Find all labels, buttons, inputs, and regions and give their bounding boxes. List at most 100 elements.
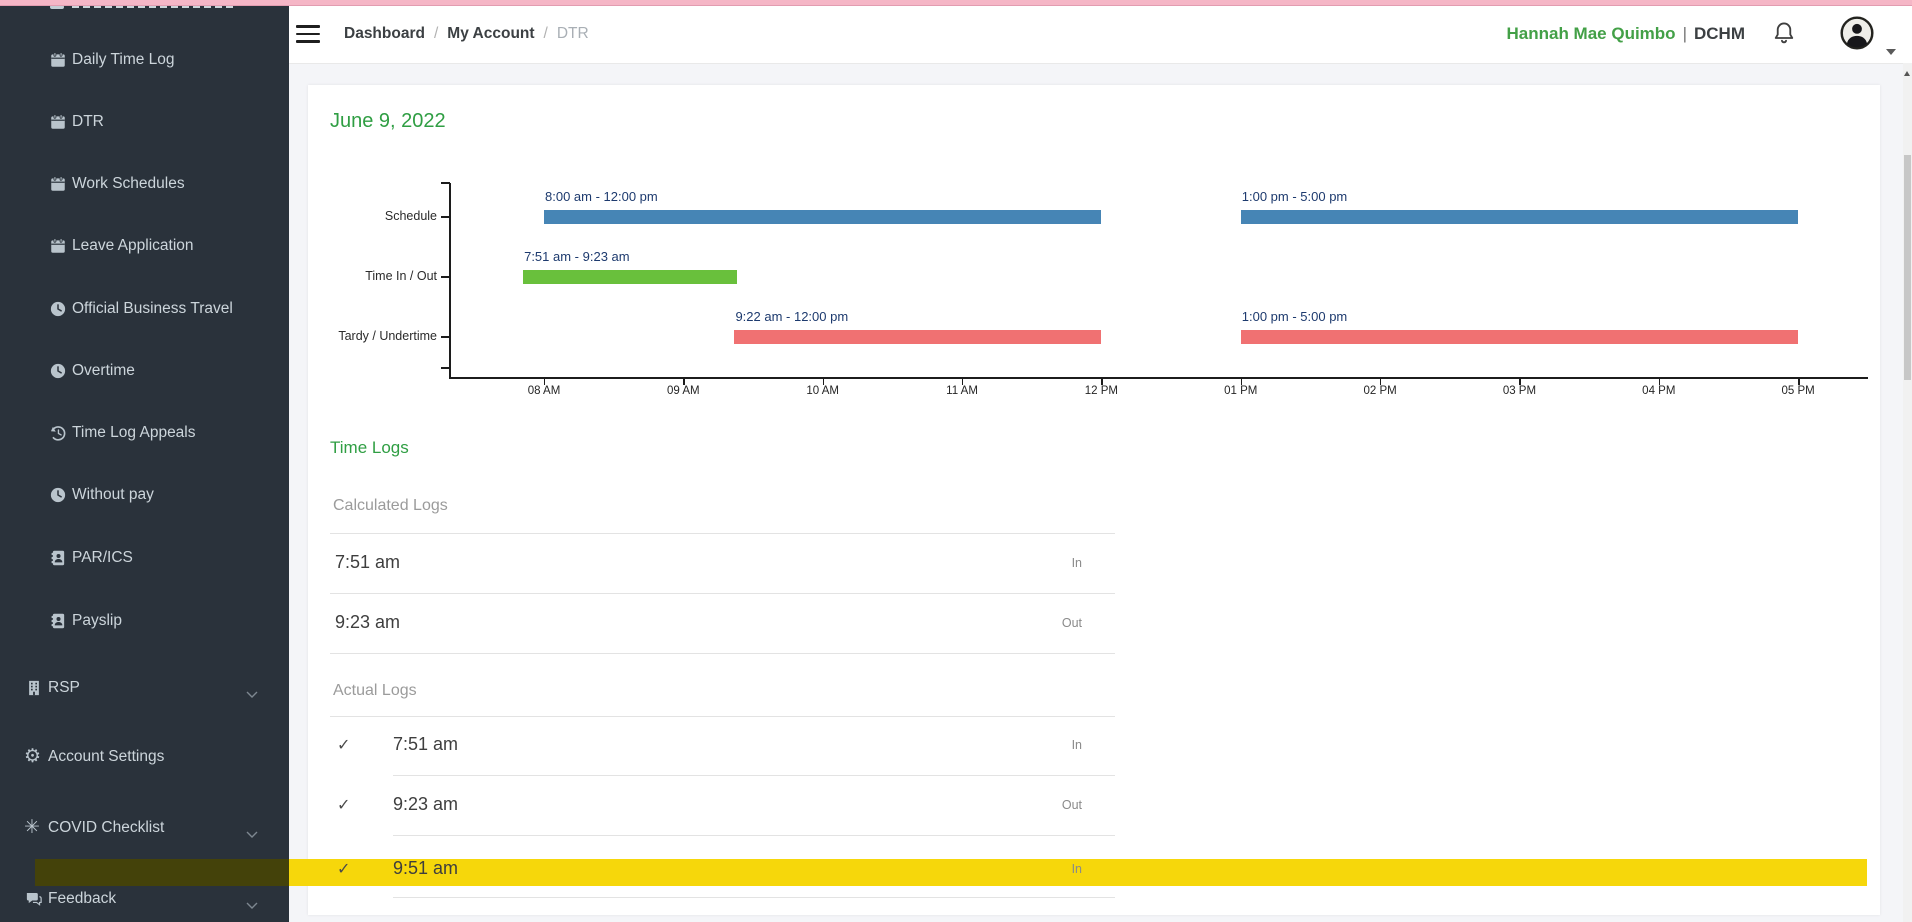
divider	[330, 533, 1115, 534]
axis-tick	[1240, 379, 1243, 385]
divider	[330, 593, 1115, 594]
sidebar-item-label: Daily Time Log	[72, 51, 175, 68]
breadcrumb-dashboard[interactable]: Dashboard	[344, 25, 425, 42]
actual-log-direction: In	[1071, 862, 1082, 876]
clock-icon	[49, 362, 67, 380]
breadcrumb: Dashboard / My Account / DTR	[344, 23, 589, 45]
sidebar-item-label: PAR/ICS	[72, 549, 133, 566]
sidebar-item-daily-time-log[interactable]: Daily Time Log	[0, 45, 289, 75]
actual-logs-header: Actual Logs	[333, 682, 417, 699]
highlight-annotation	[35, 859, 289, 886]
sidebar-item-work-schedules[interactable]: Work Schedules	[0, 169, 289, 199]
clock-icon	[49, 486, 67, 504]
gantt-bar[interactable]	[734, 330, 1102, 344]
axis-tick-label: 12 PM	[1084, 385, 1119, 397]
calendar-icon	[49, 113, 67, 131]
sidebar-item-feedback[interactable]: Feedback	[0, 884, 289, 914]
sidebar-item-payslip[interactable]: Payslip	[0, 606, 289, 636]
chart-row-label-tardy: Tardy / Undertime	[338, 329, 437, 343]
dtr-card: June 9, 2022 Schedule Time In / Out Tard…	[308, 85, 1880, 915]
sidebar-item-without-pay[interactable]: Without pay	[0, 480, 289, 510]
gantt-bar[interactable]	[544, 210, 1102, 224]
axis-tick	[1380, 379, 1382, 385]
sidebar-item-overtime[interactable]: Overtime	[0, 356, 289, 386]
breadcrumb-separator: /	[433, 25, 439, 42]
clipped-menu-item	[72, 5, 234, 8]
sidebar-item-label: DTR	[72, 113, 104, 130]
idcard-icon	[49, 612, 67, 630]
chart-y-axis	[449, 183, 451, 377]
sidebar-item-covid-checklist[interactable]: ✳ COVID Checklist	[0, 813, 289, 843]
sidebar-item-label: Account Settings	[48, 748, 165, 765]
gantt-bar[interactable]	[1240, 210, 1799, 224]
sidebar-item-label: Time Log Appeals	[72, 424, 196, 441]
sidebar-item-par-ics[interactable]: PAR/ICS	[0, 543, 289, 573]
chart-row-label-timeinout: Time In / Out	[365, 269, 437, 283]
virus-icon: ✳	[24, 817, 40, 838]
sidebar-item-dtr[interactable]: DTR	[0, 107, 289, 137]
axis-tick	[441, 276, 450, 278]
calendar-icon	[49, 175, 67, 193]
calculated-log-direction: Out	[1061, 616, 1082, 630]
breadcrumb-dtr: DTR	[556, 25, 589, 42]
check-icon: ✓	[337, 861, 351, 878]
sidebar-item-time-log-appeals[interactable]: Time Log Appeals	[0, 418, 289, 448]
axis-tick-label: 03 PM	[1502, 385, 1537, 397]
axis-tick	[822, 379, 825, 385]
sidebar-item-account-settings[interactable]: ⚙ Account Settings	[0, 742, 289, 772]
divider	[393, 775, 1115, 776]
actual-log-time: 9:51 am	[393, 858, 459, 878]
user-name-separator: |	[1682, 24, 1687, 43]
calendar-icon	[49, 51, 67, 69]
time-logs-title: Time Logs	[330, 438, 409, 457]
actual-log-time: 7:51 am	[393, 734, 459, 754]
hamburger-icon[interactable]	[296, 25, 320, 43]
bell-icon[interactable]	[1771, 19, 1797, 47]
pink-annotation-bar	[0, 0, 1912, 6]
sidebar-item-label: Without pay	[72, 486, 154, 503]
divider	[330, 653, 1115, 654]
axis-tick	[1519, 379, 1521, 385]
user-name-block: Hannah Mae Quimbo | DCHM	[1507, 23, 1746, 45]
user-name: Hannah Mae Quimbo	[1506, 24, 1676, 43]
scrollbar[interactable]	[1903, 63, 1912, 922]
gantt-bar-label: 1:00 pm - 5:00 pm	[1241, 309, 1348, 324]
actual-log-time: 9:23 am	[393, 794, 459, 814]
axis-tick	[1798, 379, 1800, 385]
scrollbar-up-arrow[interactable]	[1904, 71, 1910, 76]
gear-icon: ⚙	[24, 746, 42, 767]
date-title: June 9, 2022	[330, 110, 446, 132]
chevron-down-icon	[246, 896, 258, 903]
gantt-bar[interactable]	[523, 270, 737, 284]
gantt-bar-label: 1:00 pm - 5:00 pm	[1241, 189, 1348, 204]
sidebar-item-official-business-travel[interactable]: Official Business Travel	[0, 294, 289, 324]
idcard-icon	[49, 549, 67, 567]
calendar-icon	[49, 237, 67, 255]
sidebar-item-rsp[interactable]: RSP	[0, 673, 289, 703]
sidebar-item-label: Official Business Travel	[72, 300, 233, 317]
chevron-down-icon	[246, 685, 258, 692]
chat-icon	[25, 890, 43, 908]
user-org: DCHM	[1694, 24, 1745, 43]
sidebar-item-label: Overtime	[72, 362, 135, 379]
chart-row-label-schedule: Schedule	[384, 209, 437, 223]
sidebar-item-label: COVID Checklist	[48, 819, 165, 836]
axis-tick	[441, 367, 450, 369]
axis-tick-label: 05 PM	[1781, 385, 1815, 397]
check-icon: ✓	[337, 737, 351, 754]
sidebar-item-leave-application[interactable]: Leave Application	[0, 231, 289, 261]
avatar[interactable]	[1840, 16, 1874, 50]
scrollbar-thumb[interactable]	[1903, 155, 1911, 380]
clipped-menu-item-icon	[50, 5, 64, 9]
axis-tick-label: 02 PM	[1363, 385, 1397, 397]
breadcrumb-my-account[interactable]: My Account	[447, 25, 535, 42]
actual-log-direction: In	[1071, 738, 1082, 752]
axis-tick	[683, 379, 685, 385]
building-icon	[25, 679, 43, 697]
axis-tick	[441, 182, 450, 184]
gantt-bar[interactable]	[1240, 330, 1799, 344]
chevron-down-icon[interactable]	[1886, 49, 1896, 55]
highlight-annotation	[308, 859, 1867, 886]
actual-log-direction: Out	[1061, 798, 1082, 812]
gantt-bar-label: 9:22 am - 12:00 pm	[735, 309, 849, 324]
